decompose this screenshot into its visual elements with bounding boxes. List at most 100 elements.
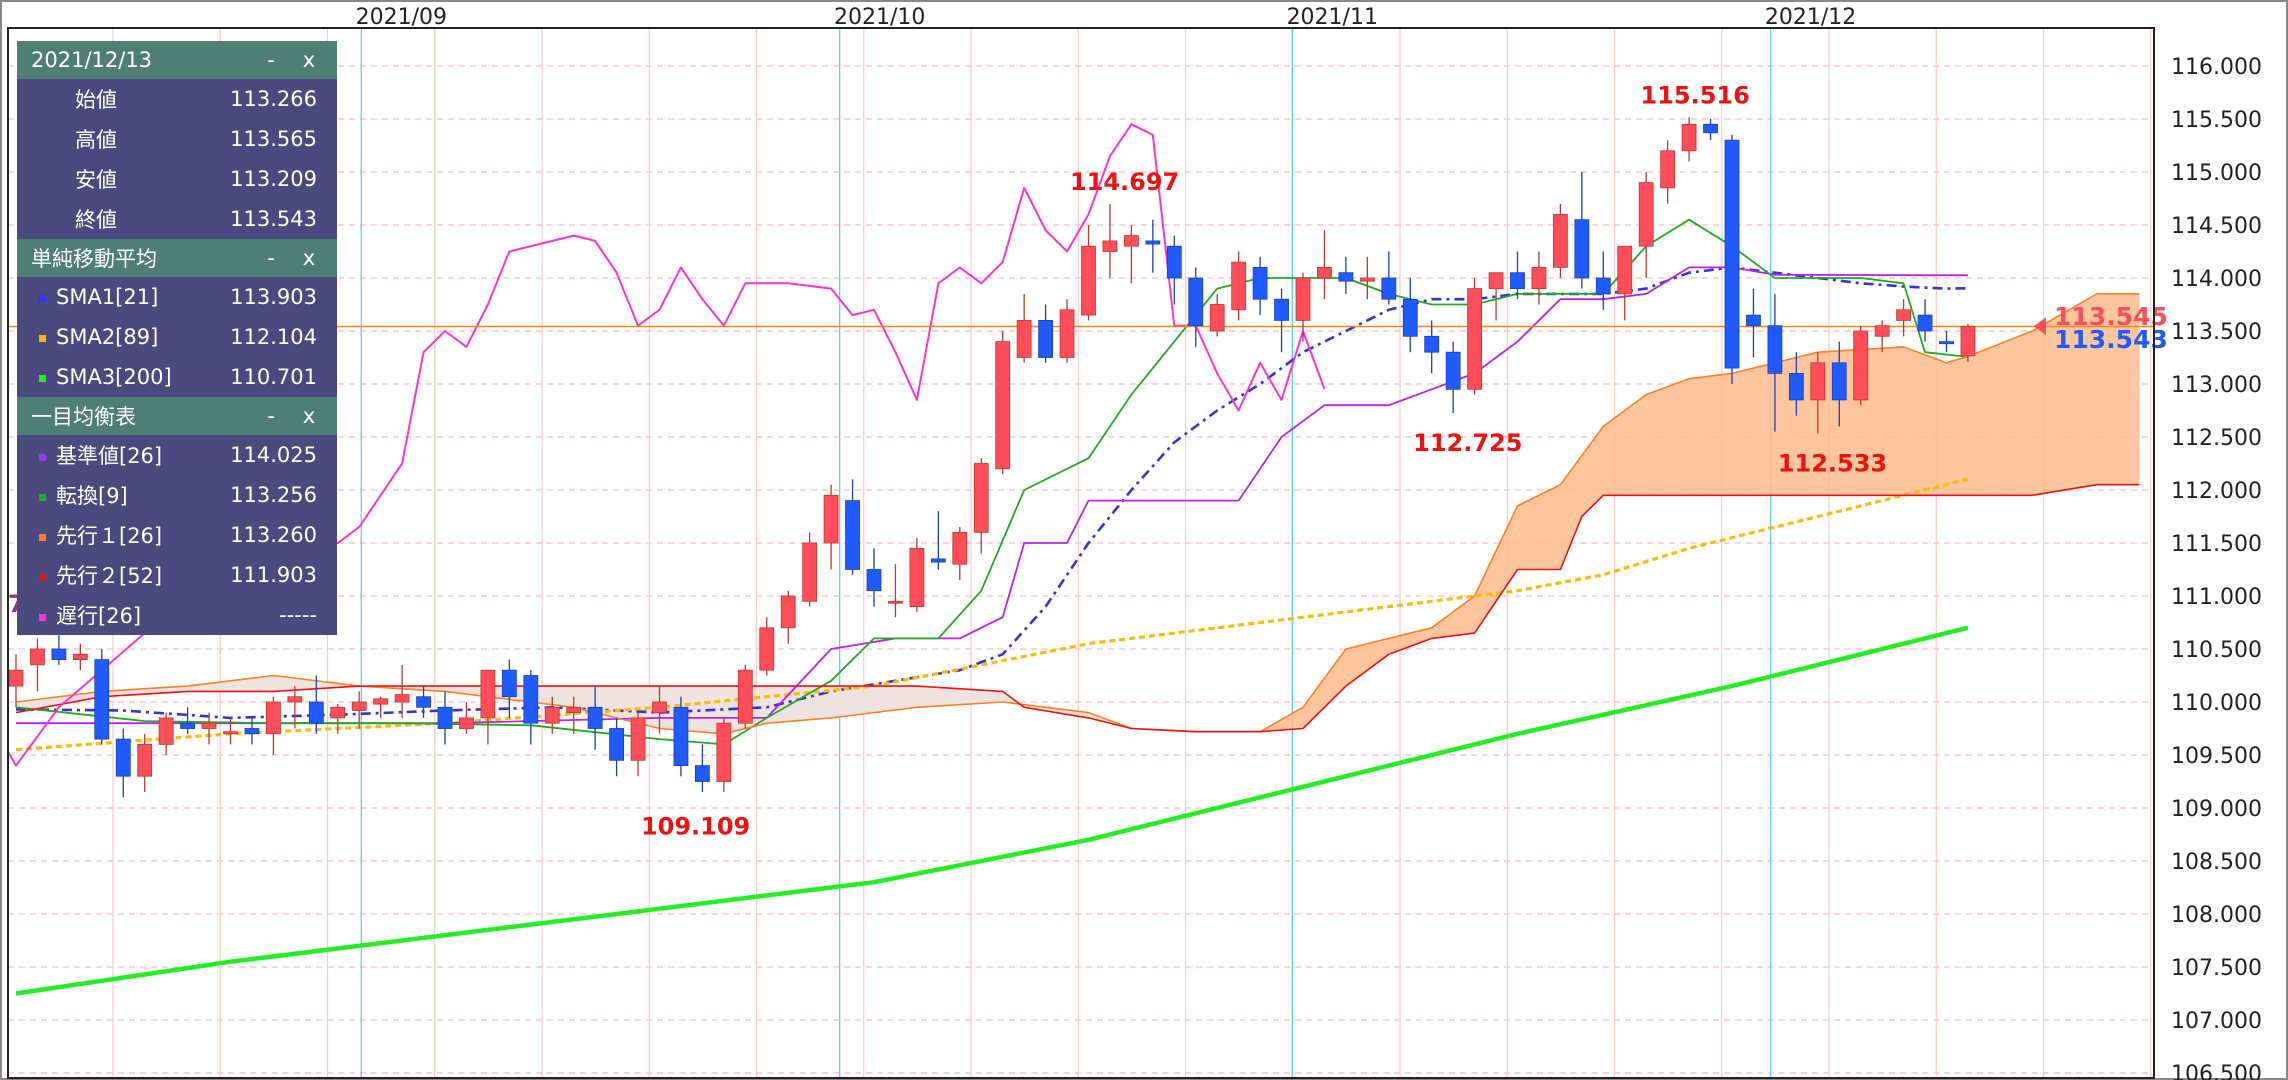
sma-close-button[interactable]: x: [302, 246, 316, 270]
senkou1-row: 先行１[26] 113.260: [17, 515, 337, 555]
sma2-line: [15, 477, 1969, 752]
ohlc-high-label: 高値: [75, 128, 117, 152]
candle-up: [287, 696, 303, 703]
kijun-label: 基準値[26]: [56, 444, 163, 468]
candle-up: [909, 547, 925, 607]
senkou2-value: 111.903: [230, 563, 317, 587]
candle-down: [1939, 341, 1954, 345]
candle-up: [952, 532, 968, 565]
y-tick-label: 110.000: [2171, 691, 2262, 716]
candle-down: [1510, 272, 1525, 290]
y-tick-label: 109.000: [2171, 797, 2262, 822]
candle-down: [1402, 298, 1418, 337]
ohlc-row-high: 高値 113.565: [17, 119, 337, 159]
candle-up: [8, 669, 24, 687]
candle-down: [587, 706, 603, 729]
candle-up: [1124, 235, 1139, 247]
candle-down: [1724, 139, 1740, 369]
sma2-row: SMA2[89] 112.104: [17, 317, 337, 357]
candle-up: [223, 731, 238, 735]
candle-up: [1059, 309, 1075, 358]
y-tick-label: 113.000: [2171, 373, 2262, 398]
candle-up: [823, 494, 839, 544]
candle-up: [630, 717, 646, 761]
x-tick-label: 2021/11: [1287, 5, 1378, 30]
candle-down: [1917, 314, 1933, 332]
candle-up: [1896, 309, 1911, 321]
x-tick-label: 2021/10: [834, 5, 925, 30]
y-tick-label: 111.500: [2171, 532, 2262, 557]
y-tick-label: 112.500: [2171, 426, 2262, 451]
senkou1-legend-icon: [39, 533, 46, 541]
sma2-label: SMA2[89]: [56, 325, 159, 349]
candle-up: [373, 698, 389, 705]
y-tick-label: 115.500: [2171, 108, 2262, 133]
sma3-value: 110.701: [230, 365, 317, 389]
candle-down: [1166, 245, 1182, 279]
ohlc-high-value: 113.565: [230, 127, 317, 151]
sma2-value: 112.104: [230, 325, 317, 349]
senkou2-row: 先行２[52] 111.903: [17, 555, 337, 595]
candle-up: [137, 744, 153, 777]
candle-up: [72, 653, 88, 660]
ichimoku-panel-header: 一目均衡表 - x: [17, 397, 337, 435]
y-tick-label: 108.500: [2171, 850, 2262, 875]
candle-up: [973, 463, 989, 533]
ohlc-panel-header: 2021/12/13 - x: [17, 41, 337, 79]
candle-up: [888, 600, 903, 604]
candle-up: [1960, 326, 1976, 357]
candle-down: [1831, 362, 1847, 401]
last-price-marker: [2034, 317, 2046, 336]
y-tick-label: 107.000: [2171, 1009, 2262, 1034]
candle-up: [1531, 266, 1547, 289]
candle-down: [1038, 319, 1053, 358]
y-tick-label: 108.000: [2171, 903, 2262, 928]
candle-up: [265, 701, 281, 735]
chikou-row: 遅行[26] -----: [17, 595, 337, 635]
ohlc-close-button[interactable]: x: [302, 48, 316, 72]
y-tick-label: 115.000: [2171, 161, 2262, 186]
candle-up: [1617, 245, 1633, 295]
candle-up: [716, 722, 732, 782]
kijun-line: [16, 266, 1969, 725]
sma3-row: SMA3[200] 110.701: [17, 357, 337, 397]
sma1-row: SMA1[21] 113.903: [17, 277, 337, 317]
candle-up: [158, 717, 174, 745]
ichimoku-minimize-button[interactable]: -: [267, 404, 275, 428]
candle-down: [673, 706, 689, 766]
price-annotation: 114.697: [1070, 168, 1179, 196]
candle-up: [759, 627, 775, 671]
candle-up: [330, 706, 346, 719]
sma-minimize-button[interactable]: -: [267, 246, 275, 270]
ohlc-minimize-button[interactable]: -: [267, 48, 275, 72]
candle-up: [1231, 261, 1247, 311]
y-tick-label: 107.500: [2171, 956, 2262, 981]
ohlc-low-value: 113.209: [230, 167, 317, 191]
candle-down: [845, 500, 860, 570]
sma1-legend-icon: [39, 294, 46, 302]
candle-up: [351, 701, 367, 711]
candle-down: [244, 728, 260, 735]
ohlc-open-value: 113.266: [230, 87, 317, 111]
y-tick-label: 113.500: [2171, 320, 2262, 345]
last-close-label: 113.543: [2054, 325, 2168, 354]
candle-up: [1209, 304, 1225, 332]
candle-up: [1359, 277, 1375, 282]
candle-up: [802, 542, 818, 602]
sma-panel-header: 単純移動平均 - x: [17, 239, 337, 277]
plot-area[interactable]: 115.516114.697112.725112.533109.10979711…: [0, 28, 2168, 1078]
candle-up: [394, 694, 410, 703]
senkou1-line: [15, 293, 2140, 735]
last-high-label: 113.545: [2054, 302, 2168, 331]
sma1-label: SMA1[21]: [56, 285, 159, 309]
ichimoku-close-button[interactable]: x: [302, 404, 316, 428]
kijun-value: 114.025: [230, 443, 317, 467]
candle-down: [1595, 277, 1611, 295]
y-tick-label: 111.000: [2171, 585, 2262, 610]
candle-down: [437, 706, 453, 729]
candle-down: [1445, 351, 1461, 390]
candle-down: [1274, 298, 1289, 321]
candle-down: [609, 728, 624, 761]
price-annotation: 109.109: [641, 812, 750, 840]
